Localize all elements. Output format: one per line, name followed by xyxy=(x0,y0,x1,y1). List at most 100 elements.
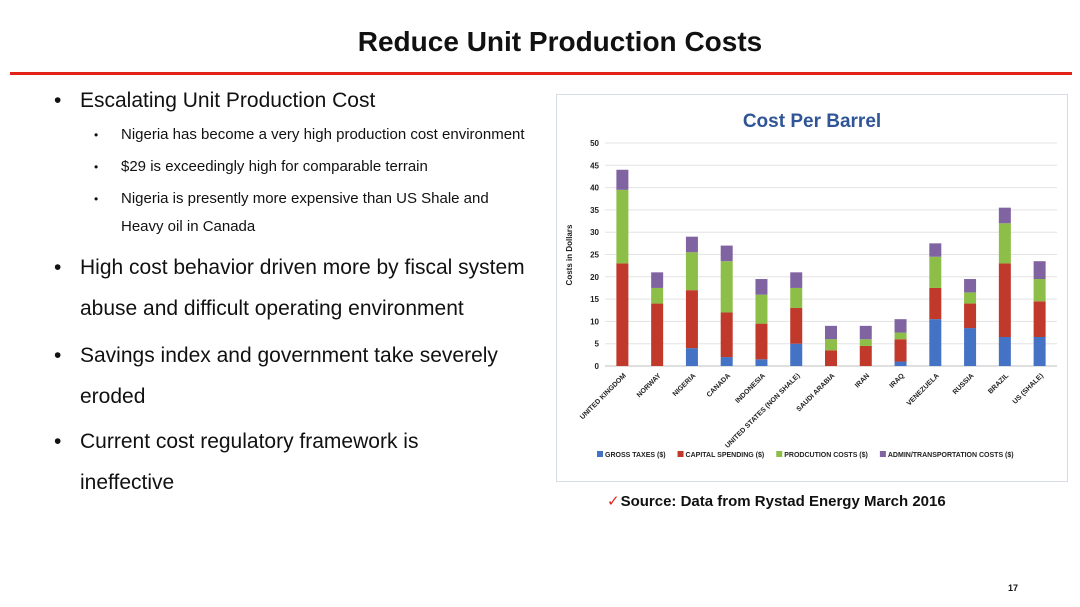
bar-segment xyxy=(929,287,942,320)
x-tick-label: BRAZIL xyxy=(987,372,1011,396)
bar-segment xyxy=(616,169,629,190)
bar-segment xyxy=(720,245,733,262)
check-icon: ✓ xyxy=(607,493,620,510)
y-tick-label: 35 xyxy=(590,206,599,215)
bullet-text: High cost behavior driven more by fiscal… xyxy=(80,256,525,320)
bullet-text: Savings index and government take severe… xyxy=(80,344,498,408)
bar-segment xyxy=(720,312,733,358)
bar-segment xyxy=(859,345,872,366)
bar-segment xyxy=(685,252,698,291)
bar-segment xyxy=(685,348,698,366)
bar-segment xyxy=(859,325,872,340)
x-tick-label: INDONESIA xyxy=(734,372,766,404)
bar-segment xyxy=(755,323,768,360)
x-tick-label: SAUDI ARABIA xyxy=(796,372,837,413)
sub-bullet-text: Nigeria is presently more expensive than… xyxy=(121,190,489,235)
x-tick-label: IRAN xyxy=(854,372,871,389)
bullet-dot: • xyxy=(94,192,99,206)
bar-segment xyxy=(616,263,629,366)
bullet-dot: • xyxy=(54,256,62,279)
bar-segment xyxy=(1033,279,1046,302)
bar-segment xyxy=(1033,261,1046,280)
sub-bullet-item: • $29 is exceedingly high for comparable… xyxy=(54,151,554,183)
bar-segment xyxy=(755,294,768,324)
bar-segment xyxy=(651,303,664,366)
bullet-item: • Current cost regulatory framework is i… xyxy=(54,421,500,503)
bar-segment xyxy=(859,339,872,346)
bar-segment xyxy=(651,287,664,304)
x-tick-label: VENEZUELA xyxy=(906,372,941,407)
bar-segment xyxy=(929,319,942,366)
title-divider xyxy=(10,72,1072,75)
bar-segment xyxy=(755,359,768,366)
bar-segment xyxy=(894,319,907,333)
y-tick-label: 10 xyxy=(590,317,599,326)
bar-segment xyxy=(964,292,977,304)
legend-swatch xyxy=(677,451,684,457)
bullet-text: Escalating Unit Production Cost xyxy=(80,89,376,112)
bar-segment xyxy=(929,243,942,257)
bullet-dot: • xyxy=(54,344,62,367)
x-tick-label: NORWAY xyxy=(636,372,663,399)
bar-segment xyxy=(825,350,837,366)
slide-title: Reduce Unit Production Costs xyxy=(357,26,763,57)
legend-label: CAPITAL SPENDING ($) xyxy=(686,452,765,459)
page-number: 17 xyxy=(1008,583,1019,593)
source-note: ✓Source: Data from Rystad Energy March 2… xyxy=(607,492,946,510)
x-tick-label: UNITED KINGDOM xyxy=(579,372,628,421)
bar-segment xyxy=(616,189,629,264)
y-tick-label: 20 xyxy=(590,273,599,282)
bullet-dot: • xyxy=(54,430,62,453)
y-tick-label: 0 xyxy=(595,362,600,371)
bar-segment xyxy=(998,263,1011,338)
y-axis-label: Costs in Dollars xyxy=(565,224,574,285)
bar-segment xyxy=(964,303,977,329)
x-tick-label: UNITED STATES (NON SHALE) xyxy=(724,372,801,449)
bar-segment xyxy=(894,332,907,340)
legend-label: GROSS TAXES ($) xyxy=(605,452,666,459)
y-tick-label: 40 xyxy=(590,184,599,193)
bar-segment xyxy=(790,343,803,366)
bar-segment xyxy=(998,337,1011,366)
legend-swatch xyxy=(597,451,603,457)
bullet-item: • Savings index and government take seve… xyxy=(54,335,550,417)
bar-segment xyxy=(755,279,768,295)
source-text: Source: Data from Rystad Energy March 20… xyxy=(620,493,946,510)
bullet-dot: • xyxy=(94,160,99,174)
y-tick-label: 5 xyxy=(595,340,600,349)
bar-segment xyxy=(1033,301,1046,338)
bar-segment xyxy=(1033,337,1046,366)
bar-segment xyxy=(825,339,837,351)
bullet-item: • High cost behavior driven more by fisc… xyxy=(54,247,540,329)
x-tick-label: NIGERIA xyxy=(672,372,698,398)
cost-per-barrel-chart: Cost Per Barrel Costs in Dollars 0 5 10 15 2… xyxy=(565,111,1057,459)
x-tick-label: CANADA xyxy=(706,372,732,398)
bullet-list: • Escalating Unit Production Cost • Nige… xyxy=(54,86,554,503)
legend-swatch xyxy=(776,451,783,457)
bar-segment xyxy=(964,328,977,366)
bar-segment xyxy=(720,357,733,366)
bar-segment xyxy=(685,290,698,349)
bar-segment xyxy=(720,261,733,313)
bar-segment xyxy=(964,279,977,293)
sub-bullet-text: Nigeria has become a very high productio… xyxy=(121,126,525,143)
y-tick-label: 50 xyxy=(590,139,599,148)
bar-segment xyxy=(685,236,698,253)
bullet-dot: • xyxy=(94,128,99,142)
y-tick-label: 15 xyxy=(590,295,599,304)
x-tick-label: RUSSIA xyxy=(952,372,976,396)
chart-title: Cost Per Barrel xyxy=(743,111,881,132)
bullet-dot: • xyxy=(54,89,62,112)
bar-segment xyxy=(998,207,1011,224)
bar-segment xyxy=(790,287,803,309)
sub-bullet-item: • Nigeria is presently more expensive th… xyxy=(54,185,521,241)
bar-segment xyxy=(651,272,664,288)
legend-label: ADMIN/TRANSPORTATION COSTS ($) xyxy=(888,452,1014,459)
bullet-item: • Escalating Unit Production Cost xyxy=(54,86,554,116)
bullet-text: Current cost regulatory framework is ine… xyxy=(80,430,419,494)
legend-label: PRODCUTION COSTS ($) xyxy=(784,452,868,459)
y-tick-label: 25 xyxy=(590,251,599,260)
bar-segment xyxy=(790,308,803,344)
y-tick-label: 45 xyxy=(590,161,599,170)
y-tick-label: 30 xyxy=(590,228,599,237)
